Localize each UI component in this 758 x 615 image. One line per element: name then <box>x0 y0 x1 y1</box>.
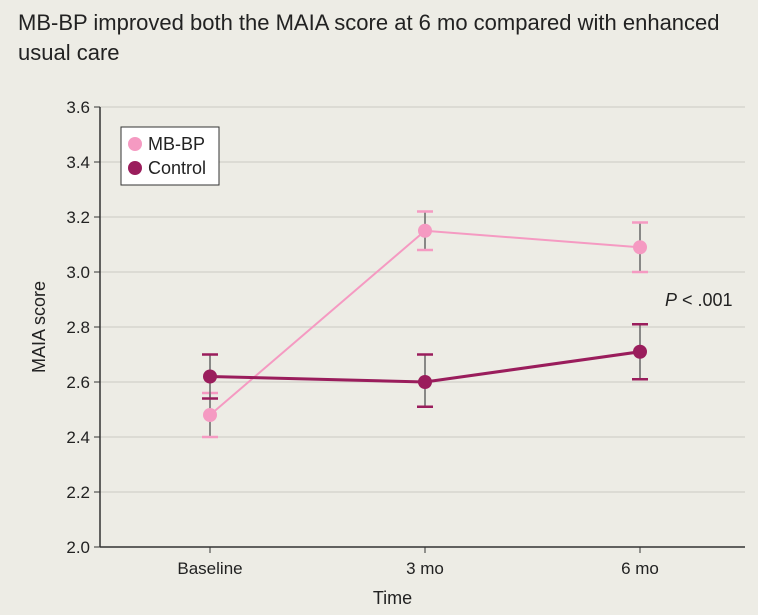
data-point-MB-BP <box>203 408 217 422</box>
x-axis-label: Time <box>373 588 412 608</box>
y-tick-label: 3.0 <box>66 263 90 282</box>
y-tick-label: 2.2 <box>66 483 90 502</box>
y-tick-label: 2.4 <box>66 428 90 447</box>
data-point-MB-BP <box>633 240 647 255</box>
x-tick-label: 3 mo <box>406 559 444 578</box>
y-tick-label: 3.4 <box>66 153 90 172</box>
legend-marker <box>128 161 142 175</box>
data-point-Control <box>633 344 647 359</box>
x-tick-label: 6 mo <box>621 559 659 578</box>
y-tick-label: 3.2 <box>66 208 90 227</box>
data-point-Control <box>203 369 217 384</box>
x-tick-label: Baseline <box>177 559 242 578</box>
y-tick-label: 2.0 <box>66 538 90 557</box>
data-point-MB-BP <box>418 223 432 238</box>
legend-label: MB-BP <box>148 134 205 154</box>
y-tick-label: 2.8 <box>66 318 90 337</box>
data-point-Control <box>418 375 432 389</box>
y-axis-label: MAIA score <box>29 281 49 373</box>
legend-marker <box>128 137 142 151</box>
p-value-annotation: P < .001 <box>665 290 733 310</box>
legend-label: Control <box>148 158 206 178</box>
y-tick-label: 3.6 <box>66 98 90 117</box>
chart-title: MB-BP improved both the MAIA score at 6 … <box>18 10 720 65</box>
y-tick-label: 2.6 <box>66 373 90 392</box>
legend-box <box>120 126 220 186</box>
